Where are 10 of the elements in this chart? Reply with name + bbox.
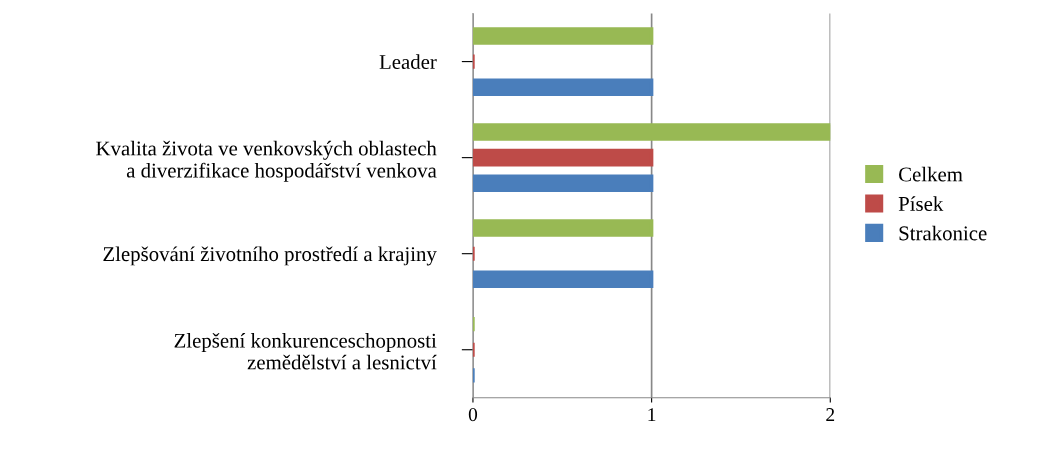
y-tick-label: Zlepšování životního prostředí a krajiny — [103, 246, 437, 266]
legend-label: Písek — [898, 196, 944, 211]
y-tick-label: Leader — [379, 54, 437, 70]
y-tick-label: Zlepšení konkurenceschopnosti zemědělství a lesnictví — [174, 333, 437, 370]
legend-label: Strakonice — [899, 225, 987, 241]
legend-label: Celkem — [899, 166, 963, 182]
x-tick-label: 1 — [648, 408, 656, 421]
y-tick-label: Kvalita života ve venkovských oblastech a diverzifikace hospodářství venkova — [96, 140, 437, 182]
x-tick-label: 0 — [468, 408, 478, 422]
x-tick-label: 2 — [826, 408, 835, 421]
